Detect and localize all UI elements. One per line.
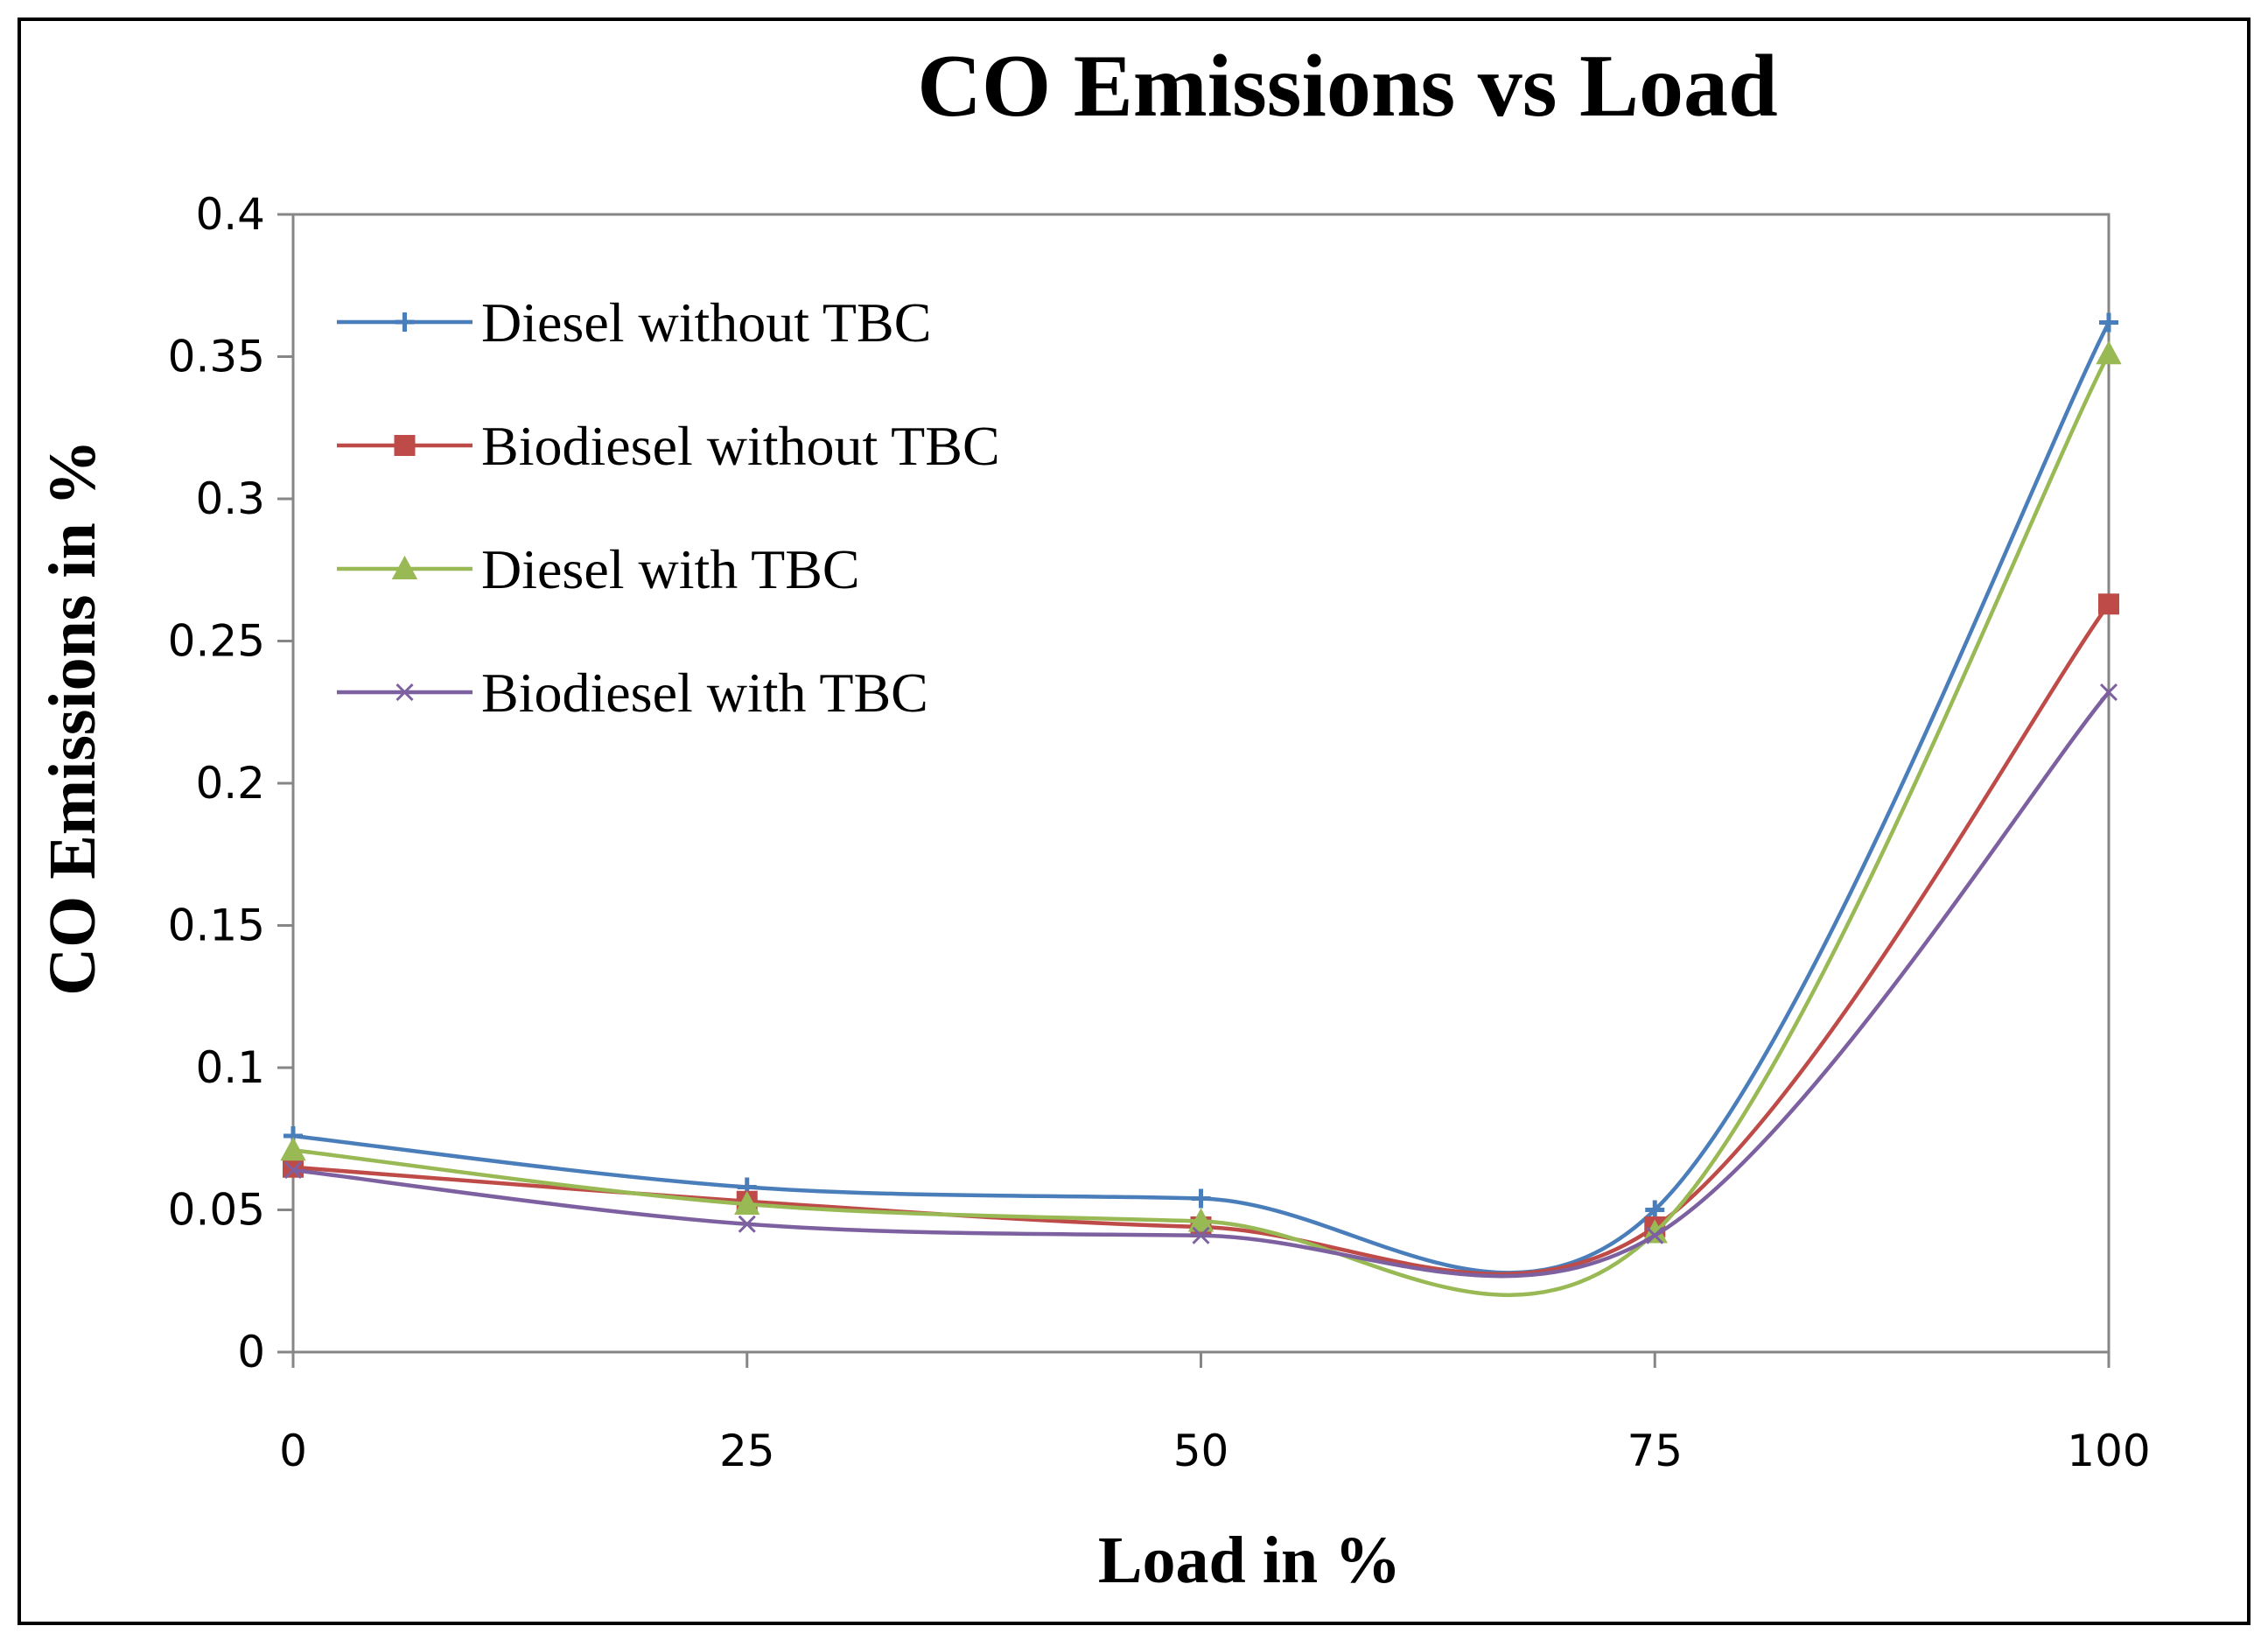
x-tick-label: 75 — [1627, 1426, 1683, 1476]
data-point-biodiesel-with-tbc — [284, 1160, 303, 1180]
legend-item-diesel-without-tbc: Diesel without TBC — [337, 291, 931, 354]
data-point-diesel-without-tbc — [1191, 1188, 1211, 1209]
x-axis-title: Load in % — [1098, 1524, 1401, 1597]
y-tick-label: 0.15 — [168, 901, 265, 951]
data-point-diesel-with-tbc — [734, 1190, 760, 1215]
y-tick-label: 0 — [237, 1327, 265, 1377]
data-point-biodiesel-with-tbc-b — [2099, 683, 2118, 702]
series-line-diesel-with-tbc — [292, 353, 2110, 1297]
data-point-diesel-with-tbc — [280, 1137, 306, 1161]
y-tick-label: 0.3 — [195, 473, 265, 524]
data-point-biodiesel-with-tbc — [2099, 683, 2118, 702]
x-tick-label: 100 — [2067, 1426, 2150, 1476]
legend-label: Diesel without TBC — [481, 291, 931, 354]
data-point-biodiesel-with-tbc — [1646, 1226, 1664, 1244]
y-tick-label: 0.05 — [168, 1185, 265, 1236]
data-point-biodiesel-with-tbc-b — [738, 1215, 756, 1233]
x-tick-label: 25 — [719, 1426, 775, 1476]
legend-label: Biodiesel without TBC — [481, 415, 1000, 477]
data-point-biodiesel-with-tbc-b — [284, 1160, 303, 1180]
data-point-biodiesel-without-tbc — [2098, 593, 2119, 615]
data-point-biodiesel-with-tbc-b — [1646, 1226, 1664, 1244]
y-tick-label: 0.1 — [195, 1042, 265, 1093]
data-point-diesel-with-tbc — [1187, 1208, 1214, 1232]
x-tick-label: 0 — [279, 1426, 307, 1476]
x-tick-label: 50 — [1173, 1426, 1229, 1476]
legend: Diesel without TBC Biodiesel without TBC D… — [337, 291, 1000, 724]
y-tick-label: 0.25 — [168, 616, 265, 667]
legend-label: Diesel with TBC — [481, 538, 860, 600]
legend-label: Biodiesel with TBC — [481, 662, 928, 724]
series-line-diesel-without-tbc — [292, 321, 2111, 1275]
data-point-diesel-without-tbc — [1645, 1200, 1665, 1220]
data-point-diesel-without-tbc — [2099, 312, 2118, 333]
y-axis-title: CO Emissions in % — [36, 439, 109, 996]
legend-swatch-marker — [391, 555, 418, 579]
data-point-biodiesel-with-tbc — [738, 1215, 756, 1233]
legend-swatch-marker-b — [396, 683, 414, 702]
chart-title: CO Emissions vs Load — [917, 37, 1777, 136]
y-tick-label: 0.4 — [195, 189, 265, 240]
y-tick-label: 0.2 — [195, 758, 265, 809]
series-line-biodiesel-with-tbc — [292, 690, 2110, 1279]
legend-swatch-marker — [396, 683, 414, 702]
legend-swatch-marker — [395, 312, 415, 332]
data-point-biodiesel-with-tbc-b — [1192, 1226, 1210, 1244]
y-tick-label: 0.35 — [168, 332, 265, 382]
series-layer — [280, 312, 2122, 1297]
legend-swatch-marker — [394, 435, 416, 456]
legend-item-biodiesel-with-tbc: Biodiesel with TBC — [337, 662, 928, 724]
legend-item-diesel-with-tbc: Diesel with TBC — [337, 538, 860, 600]
series-biodiesel-with-tbc — [284, 683, 2118, 1279]
data-point-biodiesel-with-tbc — [1192, 1226, 1210, 1244]
data-point-diesel-with-tbc — [2096, 340, 2122, 365]
chart-frame — [18, 18, 2250, 1625]
legend-item-biodiesel-without-tbc: Biodiesel without TBC — [337, 415, 1000, 477]
plot-area: 0 0.05 0.1 0.15 0.2 0.25 0.3 0.35 0.4 0 25 50 75 100 — [168, 189, 2151, 1476]
